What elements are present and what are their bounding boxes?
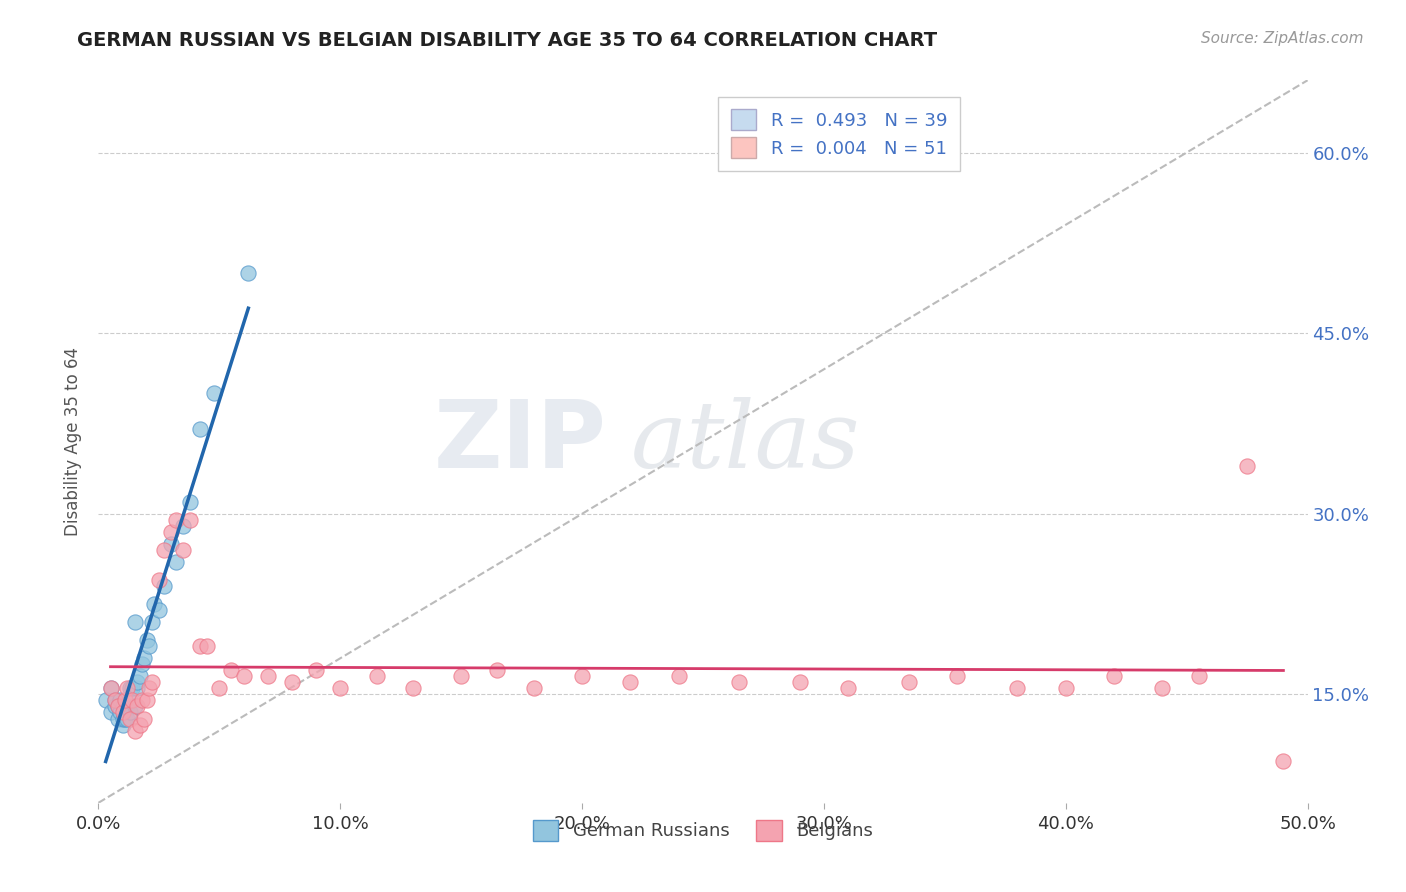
Point <box>160 537 183 551</box>
Point <box>114 712 136 726</box>
Point <box>523 681 546 696</box>
Point <box>111 699 134 714</box>
Point <box>188 639 211 653</box>
Text: GERMAN RUSSIAN VS BELGIAN DISABILITY AGE 35 TO 64 CORRELATION CHART: GERMAN RUSSIAN VS BELGIAN DISABILITY AGE… <box>77 31 938 50</box>
Point <box>111 712 134 726</box>
Point <box>124 723 146 738</box>
Point <box>128 717 150 731</box>
Point <box>232 669 254 683</box>
Point <box>837 681 859 696</box>
Point <box>111 717 134 731</box>
Point <box>172 542 194 557</box>
Point <box>138 639 160 653</box>
Point <box>108 693 131 707</box>
Point <box>104 693 127 707</box>
Point <box>127 681 149 696</box>
Point <box>148 573 170 587</box>
Point <box>1272 754 1295 768</box>
Point <box>281 675 304 690</box>
Point <box>204 386 226 401</box>
Point <box>100 681 122 696</box>
Point <box>117 712 139 726</box>
Point <box>134 651 156 665</box>
Point <box>111 706 134 720</box>
Point <box>1152 681 1174 696</box>
Point <box>131 693 153 707</box>
Point <box>172 519 194 533</box>
Point <box>121 681 143 696</box>
Point <box>131 657 153 672</box>
Point <box>619 675 641 690</box>
Point <box>165 555 187 569</box>
Point <box>571 669 593 683</box>
Point <box>221 664 243 678</box>
Point <box>789 675 811 690</box>
Point <box>1236 458 1258 473</box>
Point <box>94 693 117 707</box>
Point <box>486 664 509 678</box>
Point <box>100 681 122 696</box>
Text: atlas: atlas <box>630 397 860 486</box>
Point <box>179 494 201 508</box>
Point <box>402 681 425 696</box>
Point <box>135 633 157 648</box>
Point <box>1007 681 1029 696</box>
Point <box>1102 669 1125 683</box>
Point <box>114 693 136 707</box>
Point <box>108 706 131 720</box>
Text: Source: ZipAtlas.com: Source: ZipAtlas.com <box>1201 31 1364 46</box>
Point <box>256 669 278 683</box>
Point <box>118 681 141 696</box>
Point <box>160 524 183 539</box>
Point <box>118 706 141 720</box>
Point <box>728 675 751 690</box>
Point <box>152 579 174 593</box>
Point <box>1188 669 1211 683</box>
Point <box>141 615 163 630</box>
Point <box>1054 681 1077 696</box>
Point <box>127 675 149 690</box>
Point <box>118 712 141 726</box>
Point <box>127 699 149 714</box>
Point <box>104 693 127 707</box>
Point <box>107 699 129 714</box>
Point <box>143 597 166 611</box>
Point <box>100 706 122 720</box>
Point <box>148 603 170 617</box>
Point <box>188 423 211 437</box>
Point <box>208 681 231 696</box>
Point <box>118 693 141 707</box>
Point <box>329 681 352 696</box>
Point <box>897 675 920 690</box>
Point <box>165 513 187 527</box>
Point <box>138 681 160 696</box>
Point <box>366 669 388 683</box>
Point <box>117 681 139 696</box>
Point <box>195 639 218 653</box>
Point <box>135 693 157 707</box>
Point <box>124 615 146 630</box>
Point <box>450 669 472 683</box>
Point <box>946 669 969 683</box>
Point <box>128 669 150 683</box>
Point <box>668 669 690 683</box>
Point <box>141 675 163 690</box>
Point <box>107 712 129 726</box>
Point <box>124 699 146 714</box>
Point <box>305 664 328 678</box>
Legend: German Russians, Belgians: German Russians, Belgians <box>526 813 880 848</box>
Point <box>117 699 139 714</box>
Point <box>107 699 129 714</box>
Point <box>179 513 201 527</box>
Point <box>238 266 260 280</box>
Point <box>121 693 143 707</box>
Text: ZIP: ZIP <box>433 395 606 488</box>
Point <box>104 699 127 714</box>
Y-axis label: Disability Age 35 to 64: Disability Age 35 to 64 <box>65 347 83 536</box>
Point <box>152 542 174 557</box>
Point <box>134 712 156 726</box>
